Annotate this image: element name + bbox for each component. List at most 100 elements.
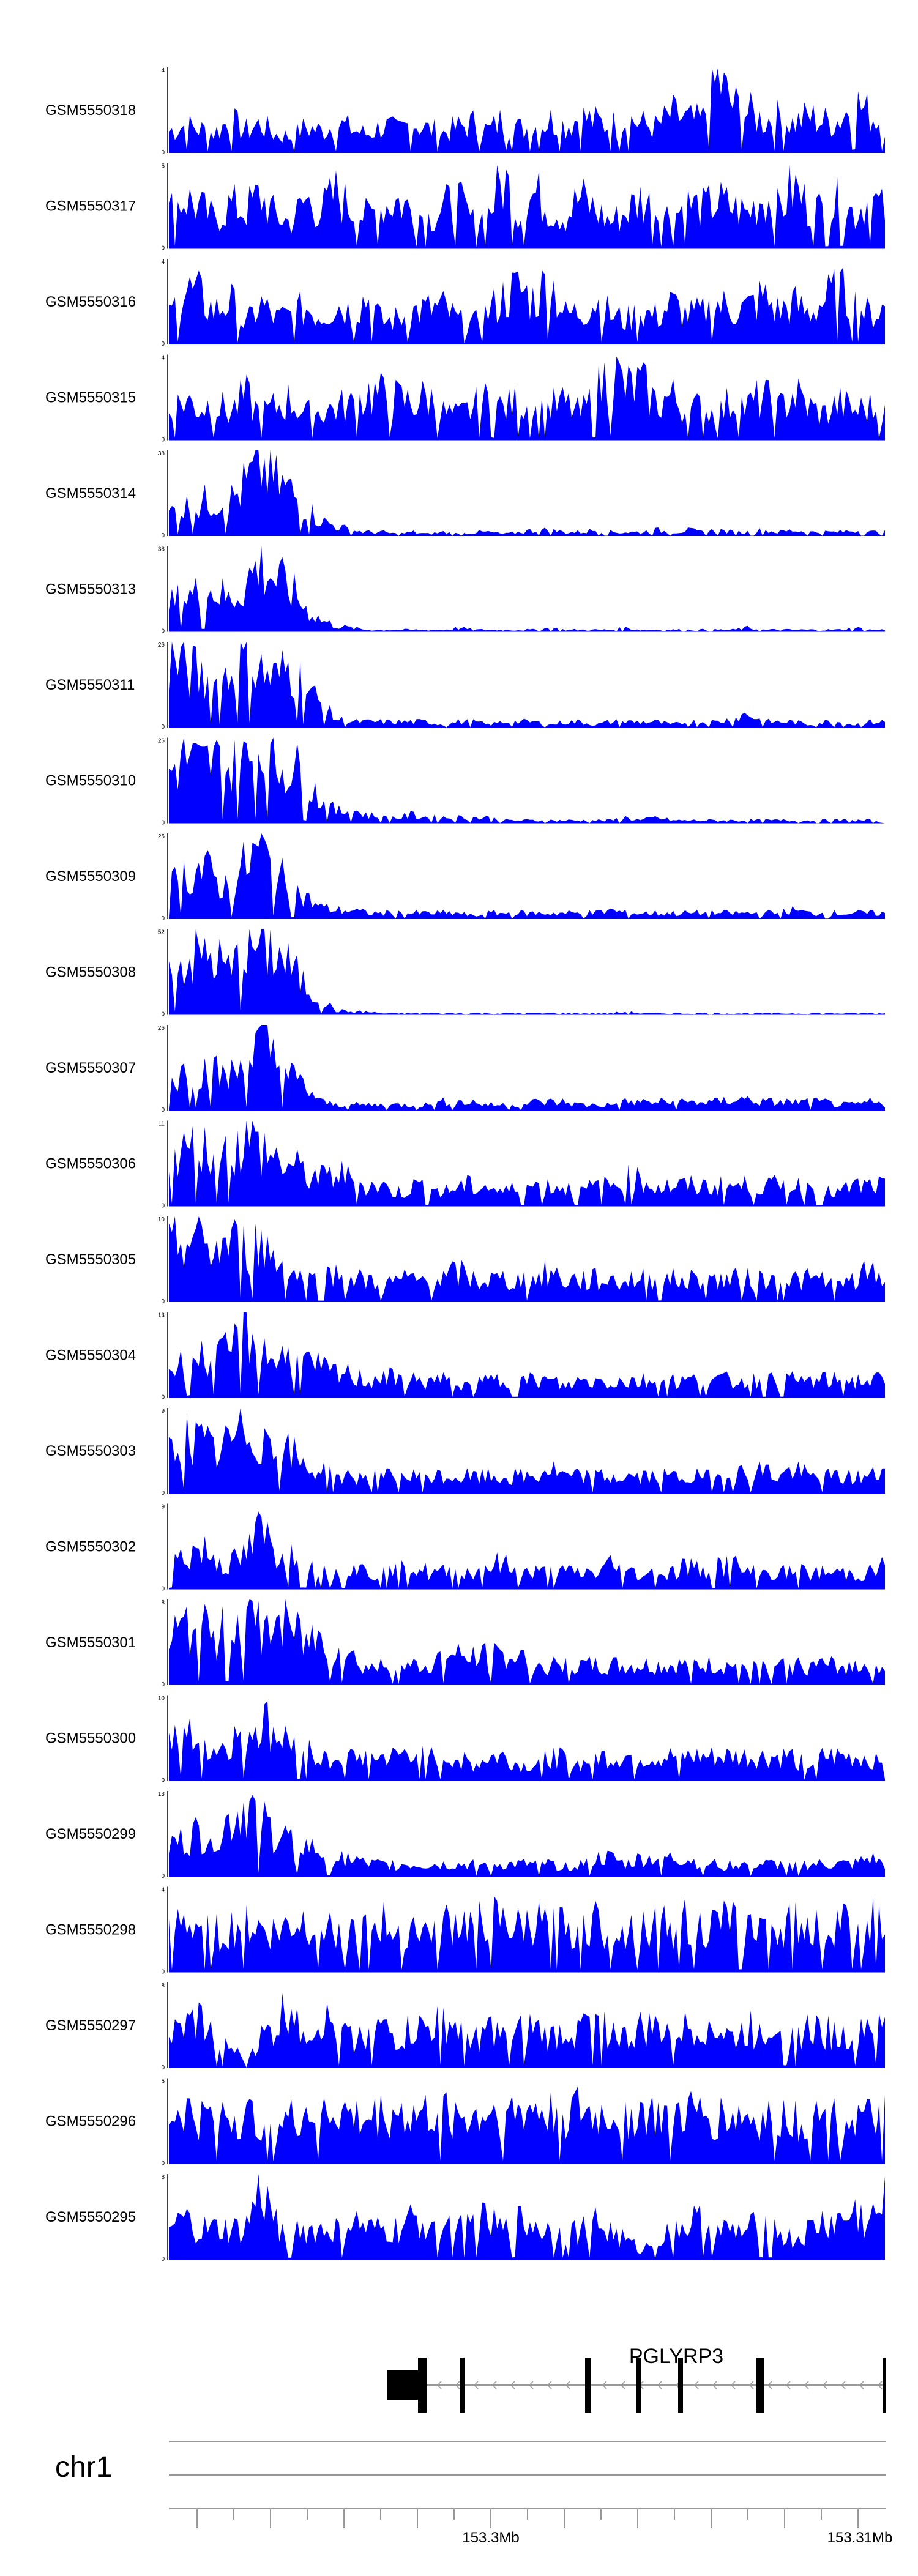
y-max-label: 5 — [161, 2079, 165, 2085]
strand-arrow — [455, 2381, 460, 2389]
genomic-axis: chr1 153.3Mb 153.31Mb — [55, 2441, 892, 2546]
track-label: GSM5550309 — [45, 868, 136, 885]
y-max-label: 25 — [158, 833, 165, 840]
strand-arrow — [767, 2381, 772, 2389]
gene-exon — [636, 2358, 641, 2413]
coverage-area — [169, 1312, 885, 1398]
track-label: GSM5550299 — [45, 1826, 136, 1842]
track-label: GSM5550313 — [45, 581, 136, 598]
track-GSM5550318: GSM5550318 4 0 — [45, 67, 885, 156]
coverage-area — [169, 1896, 885, 1973]
y-min-label: 0 — [161, 149, 165, 156]
coverage-area — [169, 450, 885, 536]
track-GSM5550310: GSM5550310 26 0 — [45, 737, 885, 827]
y-max-label: 4 — [161, 259, 165, 266]
track-GSM5550305: GSM5550305 10 0 — [45, 1216, 885, 1305]
gene-exon — [678, 2358, 683, 2413]
track-label: GSM5550310 — [45, 773, 136, 789]
track-label: GSM5550307 — [45, 1060, 136, 1076]
y-max-label: 26 — [158, 642, 165, 649]
strand-arrow — [620, 2381, 625, 2389]
track-GSM5550295: GSM5550295 8 0 — [45, 2174, 885, 2263]
track-GSM5550313: GSM5550313 38 0 — [45, 546, 885, 635]
coverage-area — [169, 165, 885, 249]
strand-arrow — [510, 2381, 515, 2389]
coverage-area — [169, 267, 885, 344]
coverage-area — [169, 1216, 885, 1302]
coverage-area — [169, 642, 885, 728]
gene-exon — [756, 2358, 764, 2413]
y-min-label: 0 — [161, 341, 165, 348]
gene-exon — [883, 2358, 886, 2413]
gene-exon — [460, 2358, 465, 2413]
y-min-label: 0 — [161, 1011, 165, 1018]
track-GSM5550300: GSM5550300 10 0 — [45, 1695, 885, 1784]
track-GSM5550315: GSM5550315 4 0 — [45, 354, 885, 444]
strand-arrow — [473, 2381, 479, 2389]
track-GSM5550297: GSM5550297 8 0 — [45, 1982, 885, 2071]
track-label: GSM5550295 — [45, 2209, 136, 2225]
track-GSM5550311: GSM5550311 26 0 — [45, 642, 885, 731]
track-label: GSM5550308 — [45, 964, 136, 981]
y-max-label: 38 — [158, 450, 165, 457]
track-GSM5550314: GSM5550314 38 0 — [45, 450, 885, 539]
y-min-label: 0 — [161, 1778, 165, 1784]
y-min-label: 0 — [161, 628, 165, 635]
strand-arrow — [436, 2381, 442, 2389]
track-GSM5550316: GSM5550316 4 0 — [45, 259, 885, 348]
strand-arrow — [528, 2381, 534, 2389]
coverage-area — [169, 67, 885, 153]
strand-arrow — [804, 2381, 809, 2389]
track-GSM5550308: GSM5550308 52 0 — [45, 929, 885, 1018]
track-GSM5550302: GSM5550302 9 0 — [45, 1503, 885, 1593]
strand-arrow — [877, 2381, 883, 2389]
y-min-label: 0 — [161, 2256, 165, 2263]
y-min-label: 0 — [161, 437, 165, 444]
y-min-label: 0 — [161, 1681, 165, 1688]
y-min-label: 0 — [161, 1394, 165, 1401]
track-label: GSM5550296 — [45, 2113, 136, 2130]
y-max-label: 5 — [161, 163, 165, 170]
y-min-label: 0 — [161, 1586, 165, 1593]
track-GSM5550306: GSM5550306 11 0 — [45, 1120, 885, 1210]
track-label: GSM5550303 — [45, 1443, 136, 1459]
strand-arrow — [547, 2381, 552, 2389]
y-max-label: 11 — [159, 1121, 165, 1128]
gene-exon — [585, 2358, 591, 2413]
track-label: GSM5550298 — [45, 1922, 136, 1938]
track-label: GSM5550318 — [45, 102, 136, 119]
y-max-label: 8 — [161, 1982, 165, 1989]
tick-label-153-31mb: 153.31Mb — [827, 2529, 893, 2546]
y-min-label: 0 — [161, 1107, 165, 1114]
track-GSM5550309: GSM5550309 25 0 — [45, 833, 885, 922]
strand-arrow — [712, 2381, 717, 2389]
track-GSM5550317: GSM5550317 5 0 — [45, 163, 885, 252]
y-max-label: 26 — [158, 1025, 165, 1032]
y-max-label: 4 — [161, 1887, 165, 1894]
track-GSM5550296: GSM5550296 5 0 — [45, 2078, 885, 2167]
y-min-label: 0 — [161, 820, 165, 827]
y-max-label: 10 — [158, 1696, 165, 1702]
strand-arrow — [657, 2381, 662, 2389]
track-label: GSM5550304 — [45, 1347, 136, 1364]
y-max-label: 13 — [158, 1312, 165, 1319]
strand-arrow — [822, 2381, 827, 2389]
coverage-area — [169, 2174, 885, 2260]
strand-arrow — [730, 2381, 736, 2389]
track-GSM5550303: GSM5550303 9 0 — [45, 1408, 885, 1497]
strand-arrow — [840, 2381, 846, 2389]
y-min-label: 0 — [161, 532, 165, 539]
strand-arrow — [748, 2381, 754, 2389]
y-max-label: 9 — [161, 1504, 165, 1511]
track-label: GSM5550306 — [45, 1156, 136, 1172]
y-max-label: 9 — [161, 1408, 165, 1415]
coverage-area — [169, 1408, 885, 1494]
gene-exon-utr — [387, 2370, 419, 2400]
y-max-label: 4 — [161, 355, 165, 362]
y-max-label: 10 — [158, 1216, 165, 1223]
y-min-label: 0 — [161, 1873, 165, 1880]
y-max-label: 52 — [158, 929, 165, 936]
track-GSM5550298: GSM5550298 4 0 — [45, 1886, 885, 1976]
track-GSM5550304: GSM5550304 13 0 — [45, 1312, 885, 1401]
